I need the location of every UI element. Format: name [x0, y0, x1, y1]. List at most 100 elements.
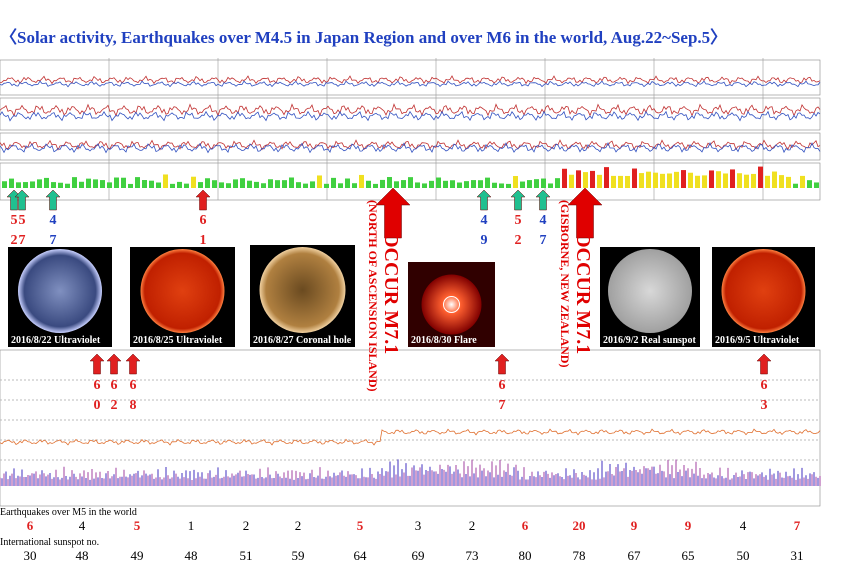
- kp-bar: [184, 183, 189, 188]
- kp-bar: [695, 175, 700, 188]
- kp-bar: [359, 174, 364, 188]
- kp-bar: [44, 177, 49, 188]
- kp-bar: [142, 180, 147, 188]
- kp-bar: [163, 174, 168, 188]
- marker-digit: 5: [515, 213, 522, 228]
- kp-bar: [786, 176, 791, 188]
- arrow: [14, 189, 30, 211]
- kp-bar: [387, 177, 392, 188]
- kp-bar: [415, 182, 420, 188]
- earthquake-count: 2: [469, 518, 476, 533]
- kp-bar: [247, 180, 252, 188]
- kp-bar: [793, 183, 798, 188]
- sun: [721, 249, 806, 333]
- kp-bar: [86, 178, 91, 188]
- kp-bar: [373, 183, 378, 188]
- kp-bar: [765, 175, 770, 188]
- kp-bar: [485, 177, 490, 188]
- event-label: OCCUR M7.1: [572, 232, 594, 354]
- kp-bar: [30, 181, 35, 188]
- arrow: [45, 189, 61, 211]
- marker-digit: 6: [94, 378, 101, 393]
- image-caption: 2016/9/2 Real sunspot: [603, 335, 696, 346]
- kp-bar: [310, 181, 315, 188]
- trace: [0, 80, 821, 88]
- kp-bar: [653, 172, 658, 188]
- kp-bar: [548, 183, 553, 188]
- kp-bar: [555, 178, 560, 188]
- kp-bar: [618, 175, 623, 188]
- sunspot-number: 50: [737, 548, 750, 563]
- earthquake-count: 9: [631, 518, 638, 533]
- row-label: Earthquakes over M5 in the world: [0, 507, 137, 518]
- kp-bar: [688, 172, 693, 188]
- kp-bar: [436, 177, 441, 188]
- kp-bar: [65, 183, 70, 188]
- earthquake-count: 4: [740, 518, 747, 533]
- kp-bar: [639, 173, 644, 188]
- marker-digit: 6: [130, 378, 137, 393]
- sunspot-number: 65: [682, 548, 695, 563]
- earthquake-count: 5: [134, 518, 141, 533]
- kp-bar: [317, 175, 322, 188]
- kp-bar: [58, 182, 63, 188]
- event-label: OCCUR M7.1: [380, 232, 402, 354]
- kp-bar: [807, 180, 812, 188]
- kp-bar: [128, 183, 133, 188]
- kp-bar: [233, 179, 238, 188]
- marker-digit: 4: [540, 213, 547, 228]
- kp-bar: [394, 181, 399, 188]
- kp-bar: [611, 175, 616, 188]
- kp-bar: [366, 180, 371, 188]
- marker-digit: 6: [499, 378, 506, 393]
- kp-bar: [16, 182, 21, 188]
- kp-bar: [408, 177, 413, 188]
- kp-bar: [275, 180, 280, 188]
- kp-bar: [156, 182, 161, 188]
- sunspot-number: 80: [519, 548, 532, 563]
- kp-bar: [723, 173, 728, 188]
- sunspot-number: 48: [76, 548, 89, 563]
- kp-bar: [597, 174, 602, 188]
- kp-bar: [324, 183, 329, 188]
- kp-bar: [520, 181, 525, 188]
- kp-bar: [429, 180, 434, 188]
- kp-bar: [751, 173, 756, 188]
- arrow: [756, 353, 772, 375]
- marker-digit: 4: [481, 213, 488, 228]
- kp-bar: [177, 181, 182, 188]
- kp-bar: [667, 173, 672, 188]
- kp-bar: [660, 173, 665, 188]
- kp-bar: [72, 177, 77, 188]
- sun: [259, 247, 346, 333]
- kp-bar: [135, 177, 140, 188]
- kp-bar: [149, 180, 154, 188]
- kp-bar: [9, 178, 14, 188]
- kp-bar: [23, 182, 28, 188]
- marker-digit: 7: [540, 233, 547, 248]
- arrow: [125, 353, 141, 375]
- kp-bar: [492, 182, 497, 188]
- kp-bar: [730, 169, 735, 188]
- kp-bar: [100, 180, 105, 188]
- image-caption: 2016/8/27 Coronal hole: [253, 335, 352, 346]
- arrow: [375, 187, 411, 239]
- kp-bar: [107, 182, 112, 188]
- marker-digit: 7: [50, 233, 57, 248]
- kp-bar: [261, 183, 266, 188]
- kp-bar: [401, 180, 406, 188]
- sunspot-number: 48: [185, 548, 198, 563]
- kp-bar: [226, 183, 231, 188]
- kp-bar: [205, 178, 210, 188]
- marker-digit: 2: [111, 398, 118, 413]
- sunspot-number: 51: [240, 548, 253, 563]
- sunspot-number: 31: [791, 548, 804, 563]
- marker-digit: 4: [50, 213, 57, 228]
- marker-digit: 6: [111, 378, 118, 393]
- kp-bar: [534, 179, 539, 188]
- kp-bar: [478, 180, 483, 188]
- plot-frame: [0, 59, 821, 96]
- marker-digit: 1: [200, 233, 207, 248]
